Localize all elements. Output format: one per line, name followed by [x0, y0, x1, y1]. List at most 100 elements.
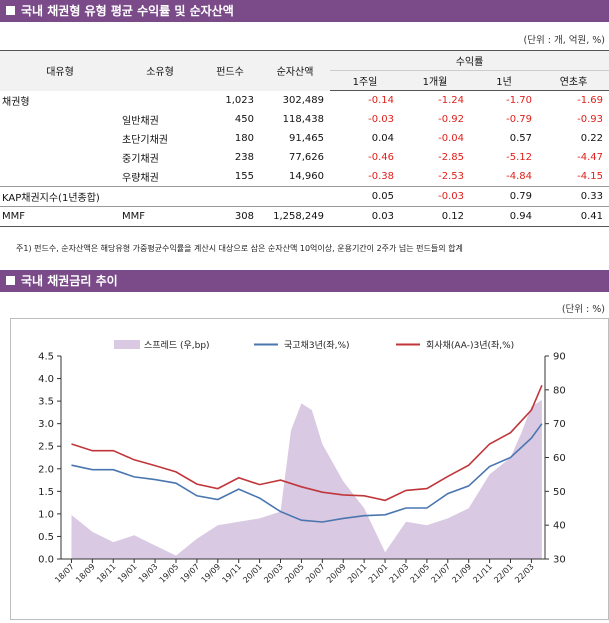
unit-label: (단위 : %) [561, 304, 605, 315]
cell-net-assets: 1,258,249 [260, 206, 330, 227]
header-minor-type: 소유형 [120, 50, 200, 91]
x-tick-label: 20/05 [283, 562, 306, 585]
header-net-assets: 순자산액 [260, 50, 330, 91]
cell-count: 180 [234, 133, 254, 144]
cell-ytd: 0.41 [538, 206, 609, 227]
x-tick-label: 21/01 [367, 562, 390, 585]
x-tick-label: 21/07 [430, 562, 453, 585]
y-left-tick-label: 4.5 [38, 352, 54, 363]
x-tick-label: 21/03 [388, 562, 411, 585]
y-left-tick-label: 1.5 [38, 487, 54, 498]
table-row: 일반채권 450 118,438 -0.03 -0.92 -0.79 -0.93 [0, 110, 609, 129]
header-1year: 1년 [470, 70, 538, 91]
cell-minor: 초단기채권 [122, 135, 168, 146]
x-tick-label: 20/03 [262, 562, 285, 585]
cell-major [0, 148, 120, 167]
cell-count: 155 [234, 171, 254, 182]
cell-net-assets: 91,465 [289, 133, 324, 144]
square-bullet-icon [6, 276, 15, 285]
y-left-tick-label: 0.5 [38, 532, 54, 543]
cell-net-assets: 77,626 [289, 152, 324, 163]
y-left-tick-label: 0.0 [38, 555, 54, 566]
cell-m1: -1.24 [438, 95, 464, 106]
y-left-tick-label: 2.0 [38, 464, 54, 475]
series-line-1 [71, 423, 543, 523]
header-returns: 수익률 [330, 50, 609, 71]
cell-w1: -0.14 [368, 95, 394, 106]
cell-minor [120, 186, 200, 207]
x-tick-label: 20/09 [325, 562, 348, 585]
cell-w1: -0.38 [368, 171, 394, 182]
y-right-tick-label: 90 [553, 352, 566, 363]
x-tick-label: 19/01 [116, 562, 139, 585]
cell-minor: 우량채권 [122, 173, 159, 184]
cell-net-assets [260, 186, 330, 207]
cell-minor: 일반채권 [122, 116, 159, 127]
y-right-tick-label: 30 [553, 555, 566, 566]
y-right-tick-label: 50 [553, 487, 566, 498]
y-left-tick-label: 1.0 [38, 509, 54, 520]
unit-label: (단위 : 개, 억원, %) [523, 35, 605, 46]
cell-minor: 중기채권 [122, 154, 159, 165]
table-row: 우량채권 155 14,960 -0.38 -2.53 -4.84 -4.15 [0, 167, 609, 187]
x-tick-label: 19/11 [220, 562, 243, 585]
table-row: MMF MMF 308 1,258,249 0.03 0.12 0.94 0.41 [0, 206, 609, 227]
cell-y1: 0.57 [509, 133, 532, 144]
cell-w1: -0.46 [368, 152, 394, 163]
cell-count: 308 [200, 206, 260, 227]
table-row: 채권형 1,023 302,489 -0.14 -1.24 -1.70 -1.69 [0, 91, 609, 111]
x-tick-label: 22/03 [513, 562, 536, 585]
y-left-tick-label: 4.0 [38, 374, 54, 385]
header-1week: 1주일 [330, 70, 400, 91]
cell-major: 채권형 [2, 96, 30, 108]
cell-ytd: 0.33 [538, 186, 609, 207]
x-tick-label: 22/01 [492, 562, 515, 585]
cell-m1: 0.12 [400, 206, 470, 227]
x-tick-label: 19/09 [200, 562, 223, 585]
table-footnote: 주1) 펀드수, 순자산액은 해당유형 가중평균수익률을 계산시 대상으로 삼은… [16, 244, 463, 253]
y-left-tick-label: 3.5 [38, 397, 54, 408]
cell-major [0, 167, 120, 187]
cell-m1: -0.04 [438, 133, 464, 144]
table-subheader-row: 1주일 1개월 1년 연초후 [0, 70, 609, 91]
cell-w1: 0.05 [330, 186, 400, 207]
cell-major: MMF [0, 206, 120, 227]
header-fund-count: 펀드수 [200, 50, 260, 91]
x-tick-label: 20/01 [241, 562, 264, 585]
table-row: KAP채권지수(1년종합) 0.05 -0.03 0.79 0.33 [0, 186, 609, 207]
y-right-tick-label: 60 [553, 453, 566, 464]
cell-y1: 0.79 [470, 186, 538, 207]
cell-net-assets: 302,489 [282, 94, 324, 106]
x-tick-label: 21/11 [471, 562, 494, 585]
cell-ytd: -1.69 [577, 95, 603, 106]
x-tick-label: 19/05 [158, 562, 181, 585]
header-ytd: 연초후 [538, 70, 609, 91]
cell-y1: -5.12 [506, 152, 532, 163]
section-header-fund-returns: 국내 채권형 유형 평균 수익률 및 순자산액 [0, 0, 609, 22]
legend-label: 회사채(AA-)3년(좌,%) [426, 340, 514, 351]
cell-count: 1,023 [225, 94, 254, 106]
section-title: 국내 채권형 유형 평균 수익률 및 순자산액 [21, 4, 234, 18]
x-tick-label: 21/09 [450, 562, 473, 585]
section-header-bond-rates: 국내 채권금리 추이 [0, 270, 609, 292]
bond-rate-chart: 0.0 0.5 1.0 1.5 2.0 2.5 3.0 3.5 4.0 4.5 30 40 50 60 70… [10, 318, 609, 620]
legend-label: 국고채3년(좌,%) [284, 340, 350, 351]
legend-swatch-spread [114, 340, 140, 349]
header-1month: 1개월 [400, 70, 470, 91]
x-tick-label: 18/09 [74, 562, 97, 585]
cell-m1: -0.92 [438, 114, 464, 125]
cell-count [200, 186, 260, 207]
x-tick-label: 20/11 [346, 562, 369, 585]
cell-m1: -2.53 [438, 171, 464, 182]
cell-major [0, 110, 120, 129]
cell-major [0, 129, 120, 148]
table-row: 중기채권 238 77,626 -0.46 -2.85 -5.12 -4.47 [0, 148, 609, 167]
cell-w1: -0.03 [368, 114, 394, 125]
cell-w1: 0.04 [371, 133, 394, 144]
series-line-2 [71, 384, 543, 502]
cell-ytd: 0.22 [580, 133, 603, 144]
cell-minor: MMF [120, 206, 200, 227]
square-bullet-icon [6, 6, 15, 15]
cell-minor [120, 91, 200, 111]
cell-ytd: -4.47 [577, 152, 603, 163]
